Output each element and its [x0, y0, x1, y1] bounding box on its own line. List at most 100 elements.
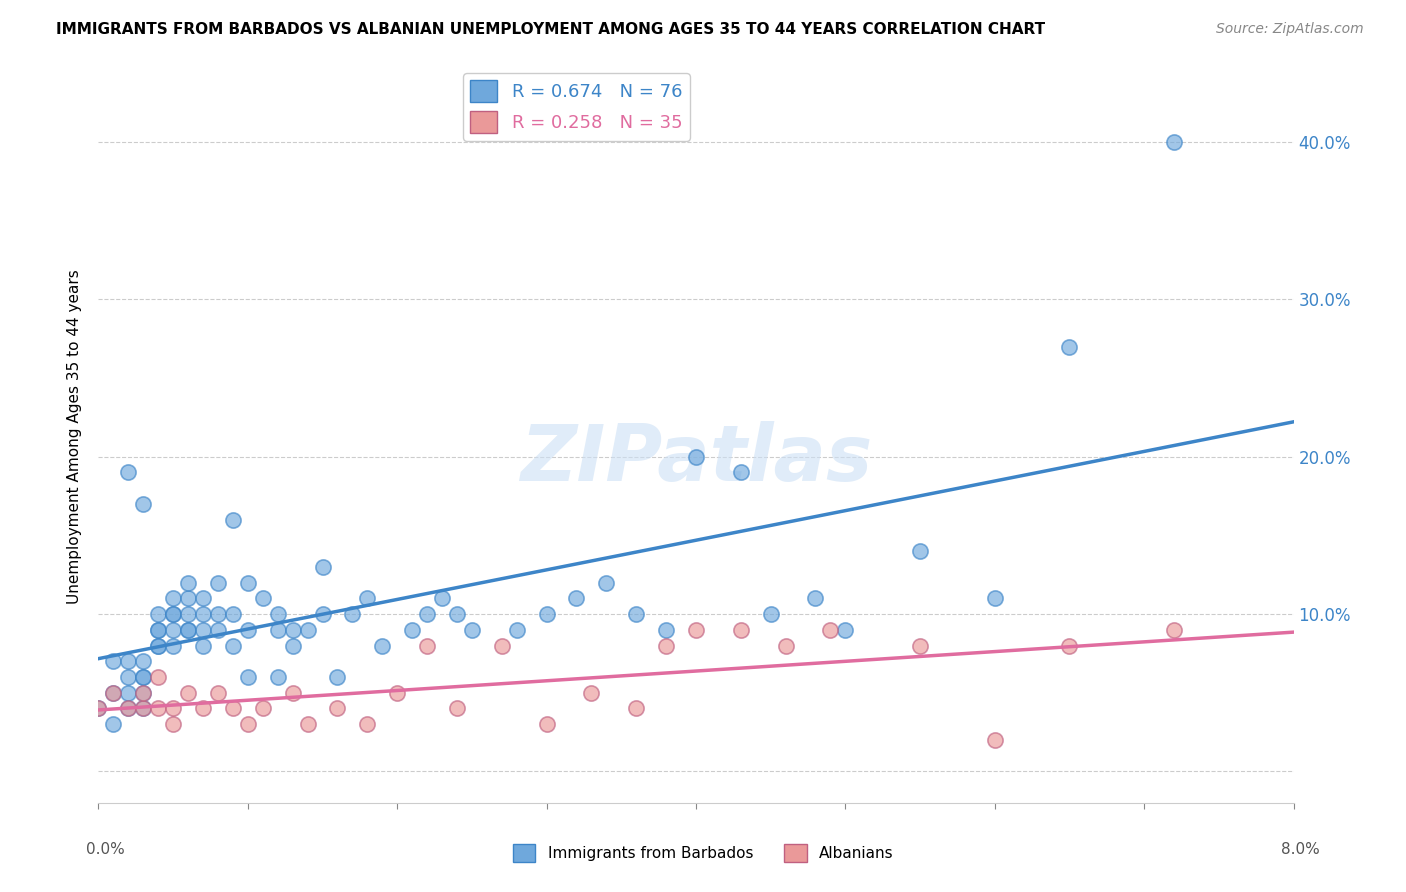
Point [984, 591, 1007, 606]
Point [162, 591, 184, 606]
Point [252, 591, 274, 606]
Point [685, 623, 707, 637]
Point [207, 623, 229, 637]
Point [132, 686, 155, 700]
Point [297, 623, 319, 637]
Point [446, 701, 468, 715]
Point [759, 607, 782, 621]
Point [236, 575, 259, 590]
Point [385, 686, 409, 700]
Point [267, 607, 290, 621]
Point [117, 466, 139, 480]
Point [117, 701, 139, 715]
Point [626, 607, 648, 621]
Point [177, 591, 200, 606]
Point [430, 591, 453, 606]
Point [148, 607, 170, 621]
Point [685, 450, 707, 464]
Point [222, 513, 245, 527]
Point [191, 623, 214, 637]
Point [191, 607, 214, 621]
Point [326, 701, 349, 715]
Point [207, 575, 229, 590]
Point [177, 623, 200, 637]
Point [132, 670, 155, 684]
Point [252, 701, 274, 715]
Point [236, 717, 259, 731]
Point [655, 639, 678, 653]
Point [148, 639, 170, 653]
Point [536, 607, 558, 621]
Point [326, 670, 349, 684]
Text: ZIPatlas: ZIPatlas [520, 421, 872, 497]
Point [87, 701, 110, 715]
Point [117, 654, 139, 668]
Point [236, 670, 259, 684]
Point [162, 607, 184, 621]
Point [148, 623, 170, 637]
Y-axis label: Unemployment Among Ages 35 to 44 years: Unemployment Among Ages 35 to 44 years [67, 269, 83, 605]
Point [162, 717, 184, 731]
Point [132, 654, 155, 668]
Text: Source: ZipAtlas.com: Source: ZipAtlas.com [1216, 22, 1364, 37]
Point [162, 623, 184, 637]
Point [117, 670, 139, 684]
Point [207, 686, 229, 700]
Point [371, 639, 394, 653]
Point [162, 639, 184, 653]
Point [356, 717, 378, 731]
Point [117, 686, 139, 700]
Point [222, 607, 245, 621]
Point [820, 623, 842, 637]
Point [222, 701, 245, 715]
Point [1059, 340, 1081, 354]
Point [162, 701, 184, 715]
Point [267, 623, 290, 637]
Text: 8.0%: 8.0% [1281, 842, 1320, 856]
Point [536, 717, 558, 731]
Point [132, 497, 155, 511]
Point [132, 701, 155, 715]
Point [177, 686, 200, 700]
Point [87, 701, 110, 715]
Point [162, 607, 184, 621]
Point [356, 591, 378, 606]
Point [297, 717, 319, 731]
Point [191, 701, 214, 715]
Point [191, 591, 214, 606]
Point [132, 670, 155, 684]
Point [730, 623, 752, 637]
Point [730, 466, 752, 480]
Point [908, 544, 931, 558]
Point [117, 701, 139, 715]
Point [103, 686, 125, 700]
Point [281, 623, 304, 637]
Point [1059, 639, 1081, 653]
Point [342, 607, 364, 621]
Point [148, 623, 170, 637]
Point [281, 639, 304, 653]
Point [416, 639, 439, 653]
Point [401, 623, 423, 637]
Point [581, 686, 603, 700]
Point [775, 639, 797, 653]
Point [491, 639, 513, 653]
Text: IMMIGRANTS FROM BARBADOS VS ALBANIAN UNEMPLOYMENT AMONG AGES 35 TO 44 YEARS CORR: IMMIGRANTS FROM BARBADOS VS ALBANIAN UNE… [56, 22, 1046, 37]
Point [267, 670, 290, 684]
Point [103, 717, 125, 731]
Point [834, 623, 856, 637]
Point [565, 591, 588, 606]
Point [311, 607, 333, 621]
Point [908, 639, 931, 653]
Point [595, 575, 617, 590]
Point [191, 639, 214, 653]
Point [984, 732, 1007, 747]
Point [148, 670, 170, 684]
Point [103, 686, 125, 700]
Point [461, 623, 484, 637]
Point [1163, 135, 1185, 149]
Text: 0.0%: 0.0% [86, 842, 125, 856]
Point [103, 654, 125, 668]
Point [177, 623, 200, 637]
Point [655, 623, 678, 637]
